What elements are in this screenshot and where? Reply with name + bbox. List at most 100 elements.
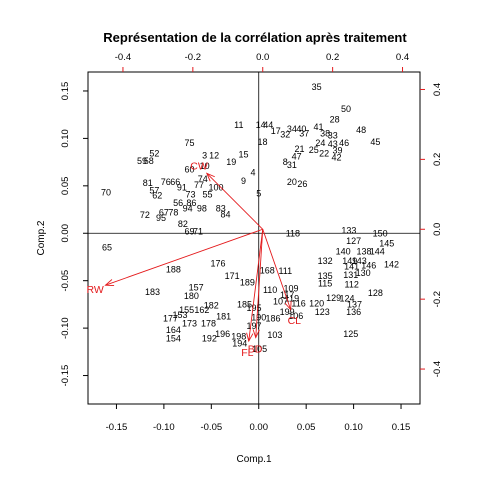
- observation-label: 43: [328, 139, 338, 149]
- observation-label: 132: [318, 256, 333, 266]
- observation-label: 28: [330, 114, 340, 124]
- observation-label: 41: [313, 122, 323, 132]
- observation-label: 142: [384, 260, 399, 270]
- observation-label: 194: [232, 338, 247, 348]
- observation-label: 82: [178, 219, 188, 229]
- observation-label: 72: [140, 210, 150, 220]
- observation-label: 71: [193, 226, 203, 236]
- observation-label: 131: [343, 270, 358, 280]
- observation-label: 173: [182, 318, 197, 328]
- observation-label: 5: [256, 188, 261, 198]
- observation-label: 153: [172, 310, 187, 320]
- observation-label: 83: [216, 204, 226, 214]
- y-tick-label: -0.15: [60, 365, 71, 387]
- observation-label: 199: [280, 307, 295, 317]
- y-tick-label: 0.15: [60, 82, 71, 101]
- observation-label: 60: [184, 165, 194, 175]
- observation-label: 180: [184, 291, 199, 301]
- observation-label: 145: [379, 239, 394, 249]
- variable-label-cl: CL: [288, 315, 302, 327]
- observation-label: 125: [343, 329, 358, 339]
- observation-label: 50: [341, 104, 351, 114]
- observation-label: 103: [267, 330, 282, 340]
- observation-label: 168: [260, 265, 275, 275]
- observation-label: 12: [209, 150, 219, 160]
- observation-label: 31: [287, 160, 297, 170]
- observation-label: 107: [273, 297, 288, 307]
- observation-label: 197: [246, 321, 261, 331]
- observation-label: 4: [251, 168, 256, 178]
- arrow-fl: [248, 229, 264, 342]
- observation-label: 133: [341, 225, 356, 235]
- observation-label: 109: [283, 283, 298, 293]
- observation-label: 135: [318, 271, 333, 281]
- observation-label: 21: [295, 144, 305, 154]
- observation-label: 24: [315, 138, 325, 148]
- observation-label: 177: [163, 314, 178, 324]
- x-axis-label: Comp.1: [236, 454, 271, 465]
- observation-label: 143: [352, 256, 367, 266]
- observation-label: 138: [357, 246, 372, 256]
- observation-label: 150: [373, 228, 388, 238]
- observation-label: 119: [285, 294, 299, 304]
- observation-label: 15: [239, 150, 249, 160]
- observation-label: 149: [342, 256, 357, 266]
- observation-label: 127: [346, 236, 361, 246]
- observation-label: 65: [102, 242, 112, 252]
- observation-label: 176: [210, 259, 225, 269]
- observation-label: 94: [183, 204, 193, 214]
- observation-label: 181: [216, 312, 231, 322]
- observation-label: 154: [166, 334, 181, 344]
- observation-label: 57: [149, 186, 159, 196]
- chart-title: Représentation de la corrélation après t…: [103, 30, 407, 45]
- arrow-rw: [105, 228, 263, 286]
- observation-label: 59: [137, 156, 147, 166]
- observation-label: 100: [209, 183, 224, 193]
- variable-label-rw: RW: [86, 284, 103, 296]
- top-tick-label: -0.4: [115, 52, 131, 63]
- observation-label: 123: [315, 307, 330, 317]
- right-tick-label: 0.2: [432, 153, 443, 166]
- observation-label: 39: [332, 146, 342, 156]
- observation-label: 192: [202, 334, 217, 344]
- observation-label: 112: [345, 279, 359, 289]
- observation-label: 67: [159, 207, 169, 217]
- y-tick-label: 0.05: [60, 177, 71, 196]
- observation-label: 140: [336, 246, 351, 256]
- y-axis-label: Comp.2: [36, 220, 47, 255]
- observation-label: 33: [328, 131, 338, 141]
- arrow-cl: [262, 229, 292, 310]
- observation-label: 19: [226, 157, 236, 167]
- observation-label: 189: [240, 278, 255, 288]
- observation-label: 38: [320, 129, 330, 139]
- observation-label: 116: [291, 298, 305, 308]
- observation-label: 55: [203, 189, 213, 199]
- observation-label: 26: [297, 179, 307, 189]
- observation-label: 42: [332, 152, 342, 162]
- right-axis: -0.4 -0.2 0.0 0.2 0.4: [420, 83, 443, 377]
- observation-label: 76: [161, 177, 171, 187]
- variable-label-fl: FL: [241, 347, 253, 359]
- observation-label: 9: [241, 176, 246, 186]
- observation-label: 14: [256, 120, 266, 130]
- observation-label: 98: [197, 204, 207, 214]
- observation-label: 157: [189, 282, 204, 292]
- observation-label: 10: [200, 161, 210, 171]
- x-tick-label: 0.05: [297, 422, 316, 433]
- variable-label-cw: CW: [190, 161, 208, 173]
- observation-label: 130: [356, 268, 371, 278]
- observation-label: 171: [225, 271, 240, 281]
- observation-label: 106: [288, 311, 303, 321]
- x-axis: -0.15 -0.10 -0.05 0.00 0.05 0.10 0.15: [106, 404, 410, 433]
- x-tick-label: 0.00: [249, 422, 268, 433]
- observation-label: 75: [184, 138, 194, 148]
- observation-label: 178: [201, 318, 216, 328]
- observation-label: 144: [370, 246, 385, 256]
- right-tick-label: 0.0: [432, 223, 443, 236]
- observation-label: 20: [287, 177, 297, 187]
- observation-label: 110: [263, 285, 277, 295]
- observation-label: 70: [101, 187, 111, 197]
- observation-label: 25: [309, 145, 319, 155]
- observation-label: 162: [194, 305, 209, 315]
- observation-label: 136: [346, 307, 361, 317]
